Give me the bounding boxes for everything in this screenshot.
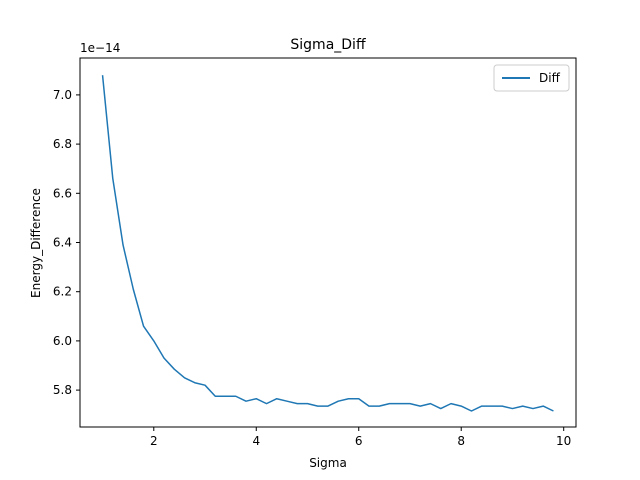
series-line-diff	[101, 75, 554, 412]
y-axis-ticks: 5.8 6.0 6.2 6.4 6.6 6.8 7.0	[53, 88, 80, 397]
x-tick-label: 6	[355, 434, 363, 448]
x-tick-label: 4	[252, 434, 260, 448]
legend: Diff	[493, 64, 570, 92]
x-tick-label: 10	[556, 434, 571, 448]
x-tick-label: 2	[150, 434, 158, 448]
y-axis-label: Energy_Difference	[29, 188, 43, 298]
y-axis-offset-label: 1e−14	[80, 41, 120, 55]
y-tick-label: 6.8	[53, 137, 72, 151]
legend-box	[493, 64, 570, 92]
legend-label-diff: Diff	[539, 71, 561, 85]
y-tick-label: 7.0	[53, 88, 72, 102]
y-tick-label: 5.8	[53, 383, 72, 397]
x-axis-label: Sigma	[309, 456, 347, 470]
chart-title: Sigma_Diff	[290, 37, 366, 53]
x-axis-ticks: 2 4 6 8 10	[150, 427, 571, 448]
axes-frame	[79, 57, 577, 428]
y-tick-label: 6.0	[53, 334, 72, 348]
x-tick-label: 8	[457, 434, 465, 448]
y-tick-label: 6.6	[53, 186, 72, 200]
y-tick-label: 6.2	[53, 285, 72, 299]
series-layer	[101, 75, 554, 412]
y-tick-label: 6.4	[53, 236, 72, 250]
